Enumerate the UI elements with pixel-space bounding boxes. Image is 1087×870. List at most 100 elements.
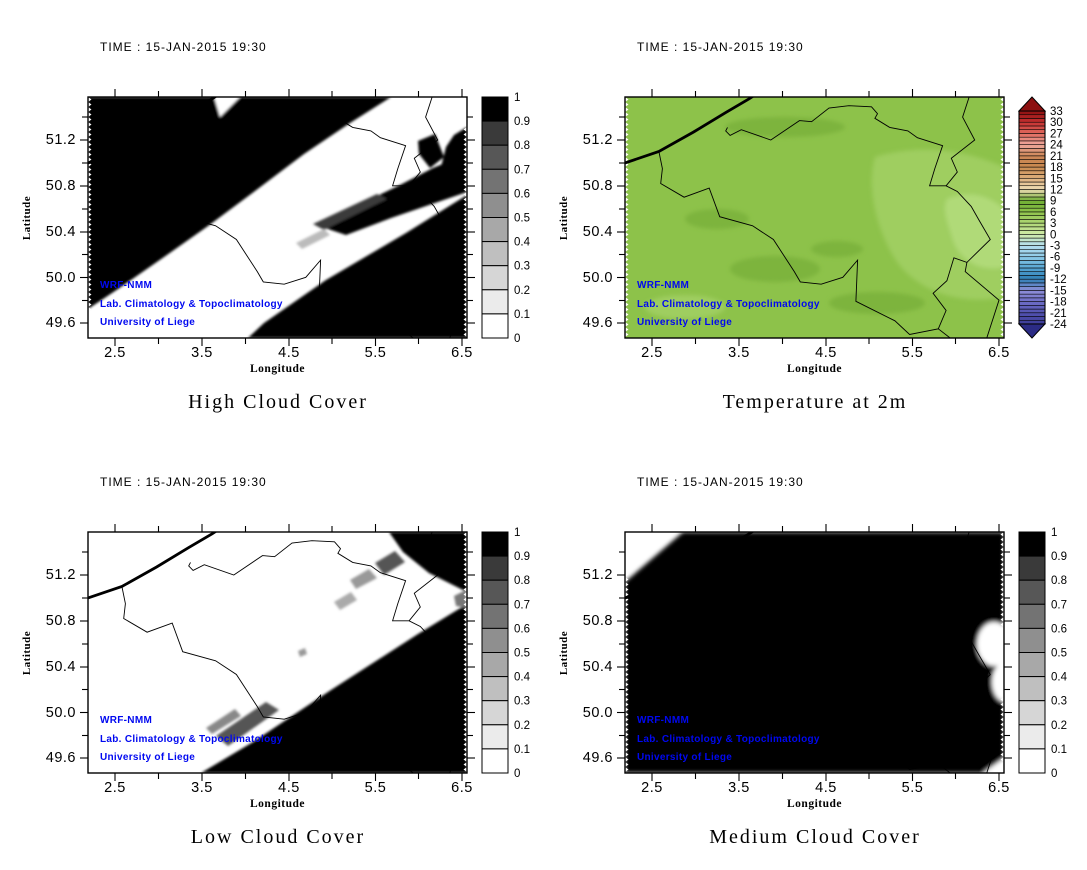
colorbar-segment [1018,200,1046,205]
colorbar-label: 18 [1050,162,1063,174]
colorbar-box [481,241,509,267]
colorbar-label: 0.3 [514,696,530,708]
colorbar-box [481,676,509,702]
y-tick-label: 49.6 [45,315,76,331]
axis-ticks [80,524,475,781]
colorbar-label: 30 [1050,117,1063,129]
x-tick-label: 2.5 [641,780,663,796]
colorbar-segment [1018,215,1046,220]
grid-edge-sawtooth-left [625,97,629,338]
field-region [334,592,357,610]
axis-ticks [80,89,475,346]
coastline [88,97,218,165]
colorbar-svg: 1 0.9 0.8 0.7 0.6 0.5 0.4 0.3 0.2 0.1 0 [481,527,531,780]
colorbar-segment [1018,234,1046,239]
colorbar-label: -15 [1050,285,1067,297]
country-border [938,262,1000,338]
colorbar-box [481,531,509,557]
map-low-cloud-cover [78,522,477,783]
watermark-lab: Lab. Climatology & Topoclimatology [100,733,283,745]
grid-edge-sawtooth-right [463,97,467,338]
colorbar-box [481,168,509,194]
colorbar-segment [1018,230,1046,235]
colorbar-box [1018,579,1046,605]
colorbar-label: 0.6 [514,188,530,200]
field-region [350,569,377,589]
colorbar-segment [1018,166,1046,172]
watermark: WRF-NMM Lab. Climatology & Topoclimatolo… [637,712,820,768]
colorbar-segment [1018,271,1046,276]
plot-frame [87,96,468,339]
colorbar-box [481,289,509,315]
colorbar-label: -6 [1050,252,1060,264]
y-tick-label: 50.4 [582,659,613,675]
colorbar-segment [1018,207,1046,213]
colorbar-segment [1018,140,1046,145]
colorbar-label: 0.9 [1051,551,1067,563]
field-region [811,241,863,257]
colorbar-temperature: 33 30 27 24 21 18 15 12 9 6 3 0 -3 -6 -9 -12 -15 -18 -21 -2… [1017,92,1087,348]
colorbar-label: 27 [1050,128,1063,140]
colorbar-arrow-down [1017,323,1047,339]
y-tick-label: 49.6 [582,750,613,766]
field-region [201,604,467,773]
colorbar-box [481,603,509,629]
colorbar-label: 1 [1051,527,1057,539]
colorbar-label: 1 [514,92,520,104]
colorbar-segment [1018,211,1046,216]
colorbar-label: 3 [1050,218,1056,230]
colorbar-svg: 1 0.9 0.8 0.7 0.6 0.5 0.4 0.3 0.2 0.1 0 [481,92,531,345]
colorbar-label: 21 [1050,151,1063,163]
colorbar-segment [1018,226,1046,231]
x-tick-label: 6.5 [988,345,1010,361]
panel-title: High Cloud Cover [188,391,368,413]
x-tick-label: 3.5 [728,780,750,796]
watermark-lab: Lab. Climatology & Topoclimatology [637,733,820,745]
x-tick-label: 2.5 [104,780,126,796]
colorbar-segment [1018,159,1046,164]
colorbar-box [1018,748,1046,774]
colorbar-label: 0.2 [514,285,530,297]
watermark: WRF-NMM Lab. Climatology & Topoclimatolo… [100,277,283,333]
colorbar-label: 0 [514,333,520,345]
colorbar-segment [1018,308,1046,314]
panel-high-cloud-cover: TIME : 15-JAN-2015 19:30 WRF-NMM Lab. Cl… [0,0,550,435]
colorbar-segment [1018,241,1046,246]
x-tick-label: 4.5 [278,345,300,361]
colorbar-label: -18 [1050,297,1067,309]
colorbar-box [481,313,509,339]
watermark-model: WRF-NMM [637,715,690,726]
colorbar-label: 0 [1051,768,1057,780]
map-temperature-2m [615,87,1014,348]
colorbar-segment [1018,293,1046,299]
colorbar-label: 0.8 [1051,575,1067,587]
colorbar-segment [1018,177,1046,183]
field-region [685,209,749,229]
colorbar-segment [1018,301,1046,306]
y-tick-label: 50.8 [45,178,76,194]
colorbar-label: 0.5 [514,213,530,225]
colorbar-box [1018,652,1046,678]
field-region [645,295,725,319]
colorbar-label: 0.7 [514,599,530,611]
country-border [658,540,991,770]
country-border [401,697,463,773]
colorbar-label: 24 [1050,140,1063,152]
colorbar-label: 0.7 [1051,599,1067,611]
colorbar-label: -9 [1050,263,1060,275]
colorbar-segment [1018,245,1046,250]
x-tick-label: 5.5 [901,345,924,361]
y-tick-label: 51.2 [582,132,613,148]
colorbar-segment [1018,319,1046,325]
colorbar-label: 6 [1050,207,1056,219]
map-svg [80,89,475,346]
field-region [322,154,467,235]
colorbar-segment [1018,133,1046,138]
colorbar-svg: 1 0.9 0.8 0.7 0.6 0.5 0.4 0.3 0.2 0.1 0 [1018,527,1068,780]
country-border [938,697,1000,773]
watermark-lab: Lab. Climatology & Topoclimatology [100,298,283,310]
field-region [992,662,1004,702]
grid-edge-sawtooth-left [88,97,92,338]
y-tick-label: 50.0 [45,704,76,721]
